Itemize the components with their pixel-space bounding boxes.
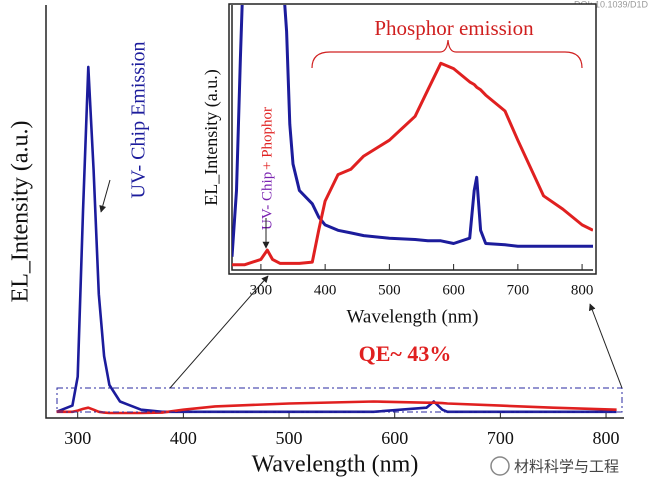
watermark-icon	[490, 456, 510, 476]
x-tick-label: 600	[442, 282, 465, 298]
x-tick-label: 800	[593, 428, 620, 448]
arrow	[99, 179, 111, 213]
x-tick-label: 400	[170, 428, 197, 448]
x-tick-label: 400	[314, 282, 337, 298]
y-axis-label: EL_Intensity (a.u.)	[8, 121, 34, 303]
annotation: + Phophor	[259, 107, 275, 170]
y-axis-label: EL_Intensity (a.u.)	[201, 69, 222, 205]
x-tick-label: 500	[276, 428, 303, 448]
watermark-text: 材料科学与工程	[514, 458, 619, 476]
x-tick-label: 600	[381, 428, 408, 448]
series-line	[232, 5, 593, 257]
zoom-box	[56, 387, 623, 413]
doi: DOI: 10.1039/D1D	[574, 0, 649, 9]
inset-frame	[228, 3, 597, 275]
x-tick-label: 300	[64, 428, 91, 448]
brace	[311, 39, 583, 69]
annotation: Phosphor emission	[374, 16, 534, 40]
annotation: UV- Chip	[259, 172, 275, 230]
annotation: UV- Chip Emission	[128, 41, 150, 198]
x-tick-label: 500	[378, 282, 401, 298]
zoom-arrow	[588, 303, 623, 389]
axes	[45, 5, 624, 419]
zoom-arrow	[169, 275, 269, 389]
x-tick-label: 700	[487, 428, 514, 448]
watermark: 材料科学与工程	[490, 456, 619, 476]
x-axis-label: Wavelength (nm)	[347, 306, 479, 327]
x-tick-label: 800	[571, 282, 594, 298]
x-tick-label: 700	[507, 282, 530, 298]
axes	[231, 5, 593, 271]
annotation: QE~ 43%	[359, 341, 452, 366]
series-line	[232, 61, 593, 267]
x-tick-label: 300	[250, 282, 273, 298]
series-line	[56, 400, 617, 415]
x-axis-label: Wavelength (nm)	[252, 452, 419, 478]
